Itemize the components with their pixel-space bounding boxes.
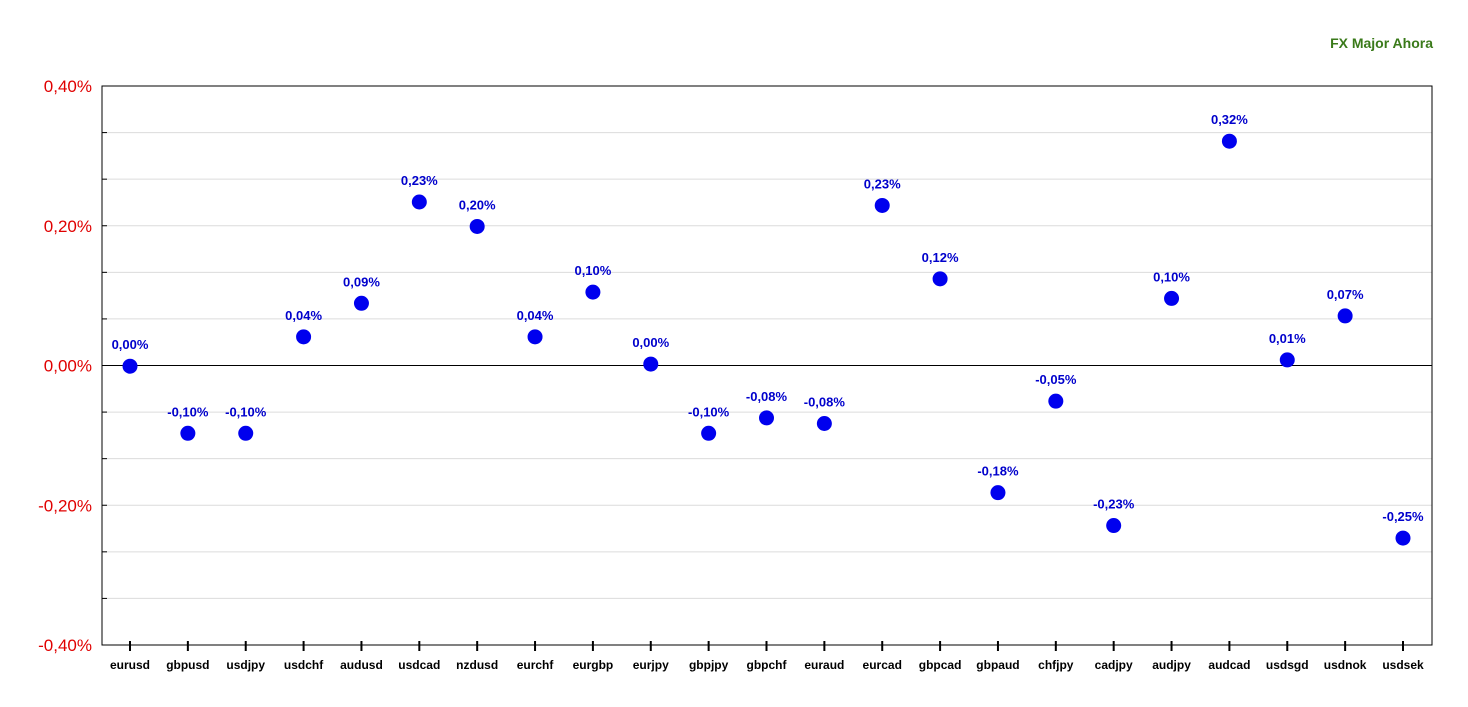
data-point <box>238 425 254 441</box>
x-tick-label: eurchf <box>517 658 555 672</box>
data-point <box>180 425 196 441</box>
x-tick-label: audjpy <box>1152 658 1191 672</box>
x-tick-label: nzdusd <box>456 658 498 672</box>
x-tick-label: eurcad <box>863 658 902 672</box>
data-point <box>1337 308 1353 324</box>
data-label: 0,23% <box>401 173 438 188</box>
y-tick-label: -0,40% <box>38 636 92 655</box>
data-point <box>1048 393 1064 409</box>
x-tick-label: euraud <box>804 658 844 672</box>
data-point <box>411 194 427 210</box>
data-label: -0,23% <box>1093 497 1135 512</box>
data-point <box>1221 133 1237 149</box>
x-tick-label: usdchf <box>284 658 324 672</box>
x-tick-label: audcad <box>1208 658 1250 672</box>
data-label: 0,01% <box>1269 331 1306 346</box>
data-point <box>701 425 717 441</box>
data-point <box>643 356 659 372</box>
x-tick-label: audusd <box>340 658 383 672</box>
data-label: -0,10% <box>225 404 267 419</box>
data-point <box>932 271 948 287</box>
data-point <box>1164 290 1180 306</box>
x-tick-label: gbpcad <box>919 658 962 672</box>
data-label: -0,18% <box>977 464 1019 479</box>
y-tick-label: -0,20% <box>38 496 92 515</box>
data-label: -0,05% <box>1035 372 1077 387</box>
data-label: -0,25% <box>1382 509 1424 524</box>
data-label: 0,10% <box>574 263 611 278</box>
data-point <box>816 415 832 431</box>
data-point <box>1279 352 1295 368</box>
x-tick-label: cadjpy <box>1095 658 1133 672</box>
data-point <box>122 358 138 374</box>
x-tick-label: usdsgd <box>1266 658 1309 672</box>
data-point <box>759 410 774 426</box>
data-label: 0,04% <box>517 308 554 323</box>
data-label: 0,20% <box>459 197 496 212</box>
data-point <box>527 329 543 345</box>
data-label: -0,08% <box>746 389 788 404</box>
data-label: -0,08% <box>804 394 846 409</box>
data-point <box>353 295 369 311</box>
data-label: 0,00% <box>112 337 149 352</box>
x-tick-label: usdcad <box>398 658 440 672</box>
data-label: 0,09% <box>343 274 380 289</box>
x-tick-label: chfjpy <box>1038 658 1074 672</box>
chart-title: FX Major Ahora <box>1330 35 1433 51</box>
x-tick-label: eurjpy <box>633 658 669 672</box>
x-tick-label: eurusd <box>110 658 150 672</box>
x-tick-label: gbpchf <box>747 658 788 672</box>
x-tick-label: gbpjpy <box>689 658 729 672</box>
data-label: 0,10% <box>1153 269 1190 284</box>
x-tick-label: usdnok <box>1324 658 1367 672</box>
data-label: 0,07% <box>1327 287 1364 302</box>
data-point <box>1395 530 1411 546</box>
data-label: -0,10% <box>688 404 730 419</box>
data-point <box>296 329 312 345</box>
x-tick-label: eurgbp <box>573 658 614 672</box>
data-point <box>585 284 601 300</box>
y-tick-label: 0,00% <box>44 357 92 376</box>
data-label: 0,04% <box>285 308 322 323</box>
data-label: 0,12% <box>922 250 959 265</box>
x-tick-label: usdjpy <box>226 658 265 672</box>
data-point <box>874 197 890 213</box>
data-point <box>990 485 1006 501</box>
data-point <box>469 218 485 234</box>
x-tick-label: gbpusd <box>166 658 209 672</box>
x-tick-label: usdsek <box>1382 658 1424 672</box>
x-tick-label: gbpaud <box>976 658 1019 672</box>
data-label: 0,32% <box>1211 112 1248 127</box>
data-label: 0,00% <box>632 335 669 350</box>
y-tick-label: 0,40% <box>44 77 92 96</box>
y-tick-label: 0,20% <box>44 217 92 236</box>
data-point <box>1106 518 1122 534</box>
data-label: 0,23% <box>864 176 901 191</box>
data-label: -0,10% <box>167 404 209 419</box>
